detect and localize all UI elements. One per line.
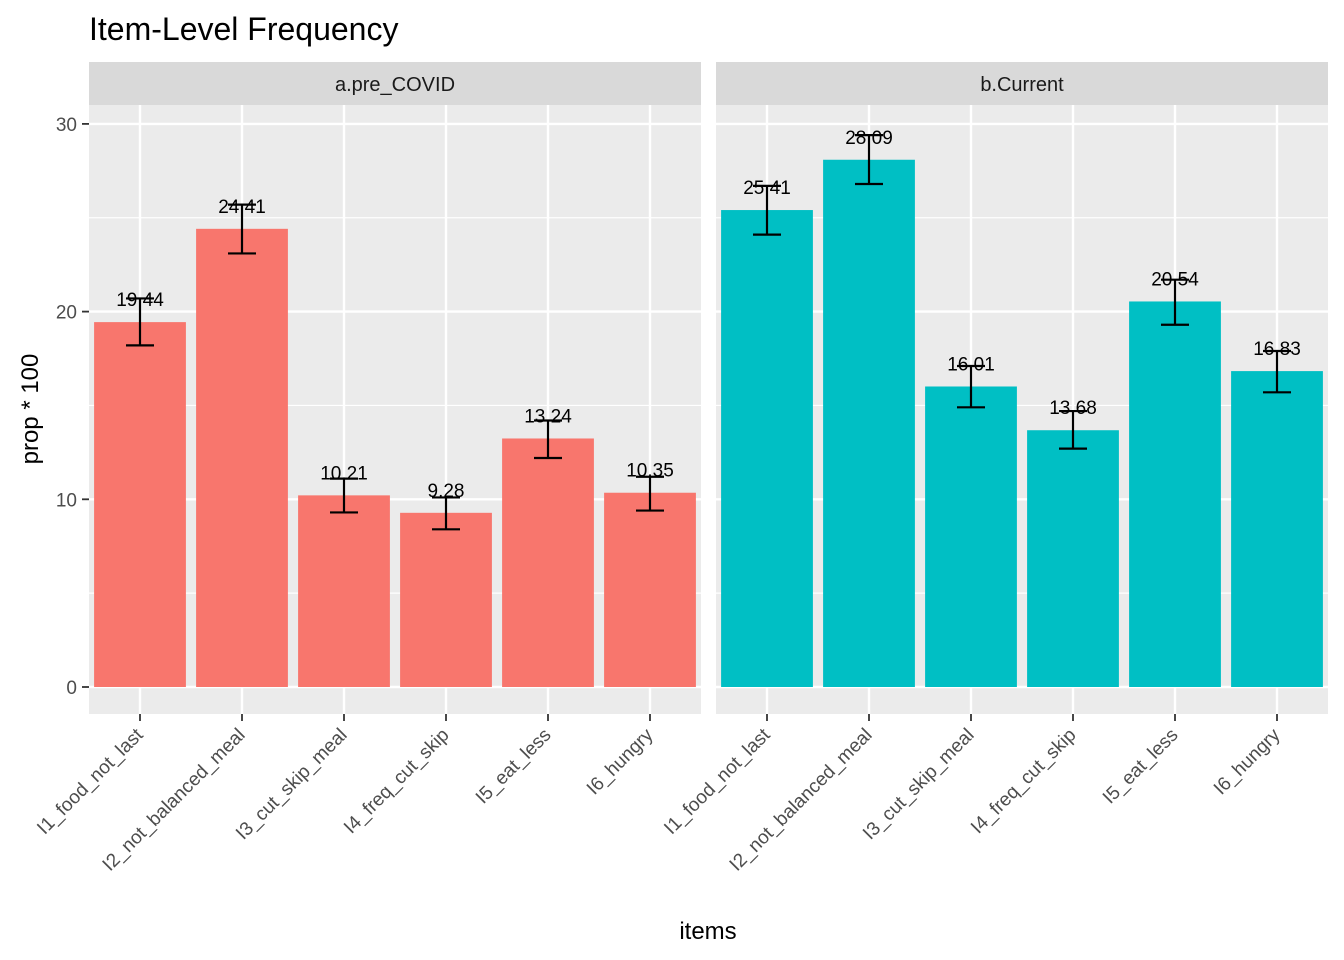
x-tick-label: I4_freq_cut_skip <box>340 725 453 838</box>
bar <box>1231 371 1323 687</box>
y-tick-label: 0 <box>66 678 77 699</box>
data-label: 16.83 <box>1253 339 1301 360</box>
x-tick-label: I4_freq_cut_skip <box>967 725 1080 838</box>
x-axis-title: items <box>679 918 736 945</box>
facet-strip-label: b.Current <box>980 74 1064 96</box>
y-axis: 0 10 20 30 <box>56 115 89 699</box>
data-label: 13.68 <box>1049 398 1097 419</box>
facet-strip <box>89 62 701 105</box>
data-label: 16.01 <box>947 354 995 375</box>
bar <box>196 228 288 688</box>
data-label: 9.28 <box>428 481 465 502</box>
y-tick-label: 20 <box>56 303 77 324</box>
panel-background <box>716 105 1328 714</box>
panel-background <box>89 105 701 714</box>
facet-strip <box>716 62 1328 105</box>
chart-panels: a.pre_COVID 19.44 24.41 10.21 9.28 13.24 10.35… <box>33 62 1328 875</box>
bar <box>94 322 186 687</box>
chart-title: Item-Level Frequency <box>89 11 398 47</box>
data-label: 24.41 <box>218 197 266 218</box>
facet-panel-2: b.Current 25.41 28.09 16.01 13.68 20.54 16.83 I… <box>660 62 1328 875</box>
x-tick-label: I5_eat_less <box>472 725 556 809</box>
data-label: 19.44 <box>116 290 164 311</box>
x-tick-label: I1_food_not_last <box>660 724 775 839</box>
bar <box>721 210 813 687</box>
x-tick-label: I6_hungry <box>583 724 658 799</box>
facet-strip-label: a.pre_COVID <box>335 74 455 96</box>
bar <box>604 492 696 687</box>
y-tick-label: 30 <box>56 115 77 136</box>
y-tick-label: 10 <box>56 490 77 511</box>
data-label: 13.24 <box>524 406 572 427</box>
bar <box>925 386 1017 687</box>
bar <box>1027 430 1119 687</box>
data-label: 28.09 <box>845 128 893 149</box>
data-label: 25.41 <box>743 178 791 199</box>
x-tick-label: I6_hungry <box>1210 724 1285 799</box>
bar <box>298 495 390 687</box>
data-label: 10.35 <box>626 461 674 482</box>
y-axis-title: prop * 100 <box>17 354 44 465</box>
bar <box>1129 301 1221 687</box>
x-tick-label: I3_cut_skip_meal <box>232 725 351 844</box>
data-label: 20.54 <box>1151 269 1199 290</box>
bar <box>400 512 492 687</box>
bar <box>823 159 915 687</box>
data-label: 10.21 <box>320 463 368 484</box>
x-tick-label: I5_eat_less <box>1099 725 1183 809</box>
bar <box>502 438 594 687</box>
facet-panel-1: a.pre_COVID 19.44 24.41 10.21 9.28 13.24 10.35… <box>33 62 701 875</box>
x-tick-label: I1_food_not_last <box>33 724 148 839</box>
x-tick-label: I3_cut_skip_meal <box>859 725 978 844</box>
